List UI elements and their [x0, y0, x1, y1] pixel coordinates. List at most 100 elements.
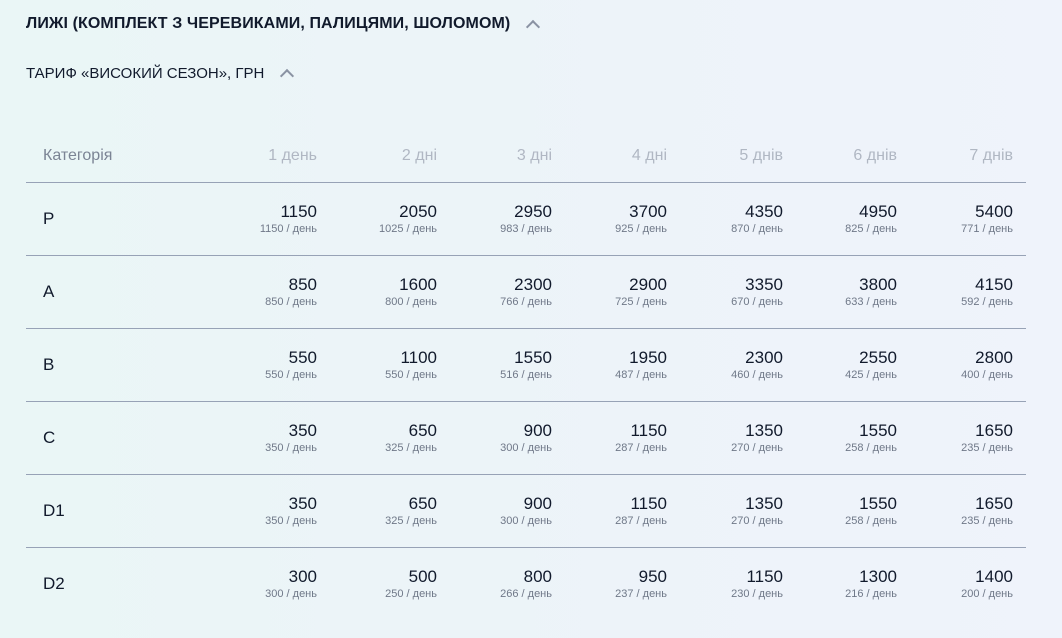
- price-per-day: 460 / день: [731, 368, 783, 381]
- price-total: 800: [523, 566, 552, 586]
- price-per-day: 300 / день: [500, 441, 552, 454]
- category-cell: P: [26, 182, 200, 256]
- price-cell: 1150 287 / день: [565, 474, 680, 548]
- price-total: 1550: [859, 420, 897, 440]
- price-cell: 500 250 / день: [330, 548, 450, 621]
- price-per-day: 592 / день: [961, 295, 1013, 308]
- price-total: 900: [523, 420, 552, 440]
- price-cell: 1400 200 / день: [910, 548, 1026, 621]
- column-header-days: 6 днів: [796, 130, 910, 183]
- price-total: 2550: [859, 347, 897, 367]
- price-cell: 900 300 / день: [450, 474, 565, 548]
- price-total: 3350: [745, 274, 783, 294]
- price-per-day: 270 / день: [731, 514, 783, 527]
- category-cell: B: [26, 328, 200, 402]
- price-cell: 2550 425 / день: [796, 328, 910, 402]
- price-per-day: 425 / день: [845, 368, 897, 381]
- category-cell: C: [26, 401, 200, 475]
- price-per-day: 850 / день: [265, 295, 317, 308]
- price-total: 3800: [859, 274, 897, 294]
- price-total: 1400: [975, 566, 1013, 586]
- price-cell: 1950 487 / день: [565, 328, 680, 402]
- price-per-day: 800 / день: [385, 295, 437, 308]
- price-total: 1550: [859, 493, 897, 513]
- price-total: 950: [638, 566, 667, 586]
- price-cell: 300 300 / день: [200, 548, 330, 621]
- column-header-category: Категорія: [26, 130, 200, 183]
- price-per-day: 400 / день: [961, 368, 1013, 381]
- price-total: 3700: [629, 201, 667, 221]
- category-cell: D2: [43, 574, 65, 593]
- price-total: 850: [288, 274, 317, 294]
- price-total: 1150: [746, 566, 783, 586]
- price-cell: 1600 800 / день: [330, 255, 450, 329]
- price-per-day: 325 / день: [385, 441, 437, 454]
- price-cell: 1650 235 / день: [910, 401, 1026, 475]
- price-per-day: 670 / день: [731, 295, 783, 308]
- price-cell: 1150 230 / день: [680, 548, 796, 621]
- price-total: 1300: [859, 566, 897, 586]
- price-total: 650: [408, 420, 437, 440]
- price-cell: 650 325 / день: [330, 401, 450, 475]
- price-cell: 1350 270 / день: [680, 474, 796, 548]
- price-total: 5400: [975, 201, 1013, 221]
- price-per-day: 235 / день: [961, 441, 1013, 454]
- price-per-day: 870 / день: [731, 222, 783, 235]
- price-per-day: 216 / день: [845, 587, 897, 600]
- chevron-up-icon[interactable]: [526, 19, 541, 34]
- price-cell: 550 550 / день: [200, 328, 330, 402]
- price-per-day: 550 / день: [265, 368, 317, 381]
- price-per-day: 287 / день: [615, 514, 667, 527]
- price-per-day: 200 / день: [961, 587, 1013, 600]
- price-total: 1150: [280, 201, 317, 221]
- price-total: 1100: [400, 347, 437, 367]
- price-per-day: 925 / день: [615, 222, 667, 235]
- price-per-day: 983 / день: [500, 222, 552, 235]
- chevron-up-icon[interactable]: [280, 68, 295, 84]
- price-total: 1350: [745, 420, 783, 440]
- price-cell: 5400 771 / день: [910, 182, 1026, 256]
- tariff-header[interactable]: ТАРИФ «ВИСОКИЙ СЕЗОН», ГРН: [26, 65, 295, 84]
- price-total: 300: [288, 566, 317, 586]
- price-per-day: 550 / день: [385, 368, 437, 381]
- price-per-day: 516 / день: [500, 368, 552, 381]
- price-cell: 1550 258 / день: [796, 401, 910, 475]
- price-per-day: 825 / день: [845, 222, 897, 235]
- price-per-day: 258 / день: [845, 441, 897, 454]
- price-cell: 1650 235 / день: [910, 474, 1026, 548]
- price-cell: 1150 1150 / день: [200, 182, 330, 256]
- section-title: ЛИЖІ (КОМПЛЕКТ З ЧЕРЕВИКАМИ, ПАЛИЦЯМИ, Ш…: [26, 15, 511, 32]
- price-total: 2950: [514, 201, 552, 221]
- price-per-day: 300 / день: [265, 587, 317, 600]
- price-total: 1600: [399, 274, 437, 294]
- price-cell: 650 325 / день: [330, 474, 450, 548]
- table-row: D2 300 300 / день 500 250 / день 800 266 / ден…: [26, 548, 1026, 621]
- price-per-day: 237 / день: [615, 587, 667, 600]
- price-cell: 850 850 / день: [200, 255, 330, 329]
- price-total: 1350: [745, 493, 783, 513]
- price-per-day: 633 / день: [845, 295, 897, 308]
- price-total: 1150: [630, 420, 667, 440]
- price-cell: 950 237 / день: [565, 548, 680, 621]
- section-header[interactable]: ЛИЖІ (КОМПЛЕКТ З ЧЕРЕВИКАМИ, ПАЛИЦЯМИ, Ш…: [26, 15, 541, 34]
- price-per-day: 230 / день: [731, 587, 783, 600]
- price-per-day: 287 / день: [615, 441, 667, 454]
- category-cell: A: [26, 255, 200, 329]
- price-cell: 1550 516 / день: [450, 328, 565, 402]
- price-total: 350: [288, 420, 317, 440]
- price-total: 1950: [629, 347, 667, 367]
- price-per-day: 766 / день: [500, 295, 552, 308]
- table-row: C 350 350 / день 650 325 / день 900 300 / день…: [26, 401, 1026, 475]
- column-header-days: 1 день: [200, 130, 330, 183]
- price-total: 1650: [975, 420, 1013, 440]
- price-total: 2050: [399, 201, 437, 221]
- tariff-title: ТАРИФ «ВИСОКИЙ СЕЗОН», ГРН: [26, 65, 265, 82]
- price-total: 350: [288, 493, 317, 513]
- price-total: 2900: [629, 274, 667, 294]
- price-cell: 3700 925 / день: [565, 182, 680, 256]
- column-header-days: 3 дні: [450, 130, 565, 183]
- price-cell: 4350 870 / день: [680, 182, 796, 256]
- price-cell: 4950 825 / день: [796, 182, 910, 256]
- price-cell: 3800 633 / день: [796, 255, 910, 329]
- price-table: Категорія 1 день 2 дні 3 дні 4 дні 5 днів 6 дн…: [26, 130, 1026, 620]
